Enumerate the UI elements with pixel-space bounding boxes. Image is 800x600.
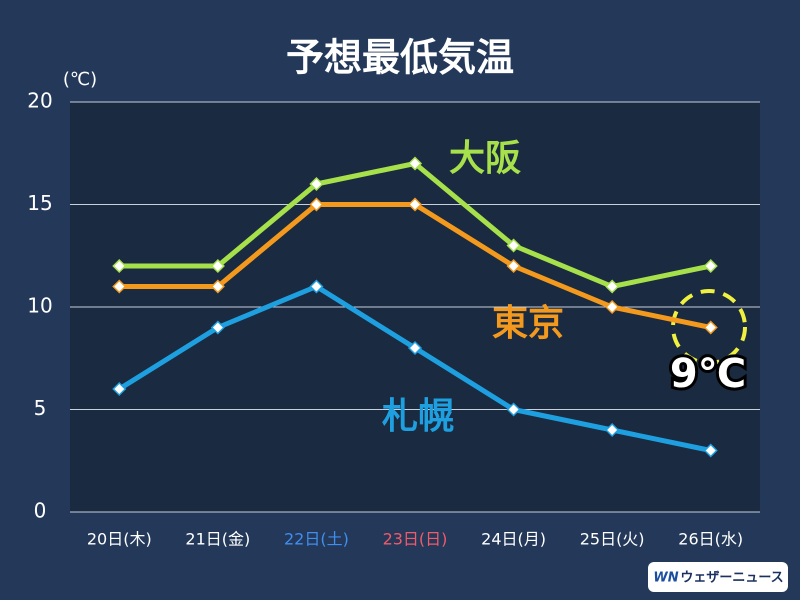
- y-tick-label: 0: [34, 499, 47, 523]
- data-point: [703, 320, 718, 335]
- marks: 0 5 10 15 20 20日(木) 21日(金) 22日(土) 23日(日) 24日(月) 25…: [27, 89, 760, 549]
- data-point: [506, 258, 521, 274]
- x-tick-label: 20日(木): [87, 530, 152, 549]
- y-unit: (℃): [63, 69, 97, 90]
- logo-mark: WN: [653, 571, 678, 586]
- highlight-circle: [671, 289, 747, 365]
- annotation: 9℃: [670, 351, 746, 397]
- data-point: [407, 156, 423, 171]
- data-point: [112, 381, 127, 397]
- data-point: [703, 443, 718, 458]
- x-tick-label: 21日(金): [185, 530, 250, 549]
- data-point: [506, 402, 521, 417]
- x-tick-label: 23日(日): [383, 530, 448, 549]
- data-point: [210, 320, 225, 335]
- data-point: [703, 258, 718, 274]
- y-tick-label: 5: [34, 396, 47, 420]
- data-point: [605, 299, 620, 315]
- y-tick-label: 10: [27, 294, 52, 318]
- data-point: [112, 258, 127, 274]
- x-tick-label: 25日(火): [580, 530, 645, 549]
- series-label: 東京: [492, 302, 564, 344]
- logo-text: ウェザーニュース: [680, 571, 783, 586]
- series-label: 札幌: [382, 396, 454, 437]
- y-tick-label: 20: [27, 89, 52, 113]
- data-point: [309, 197, 324, 212]
- data-point: [506, 238, 521, 253]
- chart-title: 予想最低気温: [286, 36, 514, 80]
- data-point: [605, 422, 620, 438]
- data-point: [407, 340, 423, 356]
- logo-box: [648, 562, 788, 592]
- data-point: [210, 279, 225, 294]
- y-tick-label: 15: [27, 191, 52, 215]
- x-tick-label: 24日(月): [481, 530, 546, 549]
- data-point: [309, 176, 324, 192]
- series-label: 大阪: [449, 138, 521, 179]
- x-tick-label: 26日(水): [678, 530, 743, 549]
- data-point: [309, 279, 324, 294]
- data-point: [407, 197, 423, 212]
- x-tick-label: 22日(土): [284, 530, 349, 549]
- data-point: [605, 279, 620, 294]
- data-point: [112, 279, 127, 294]
- data-point: [210, 258, 225, 274]
